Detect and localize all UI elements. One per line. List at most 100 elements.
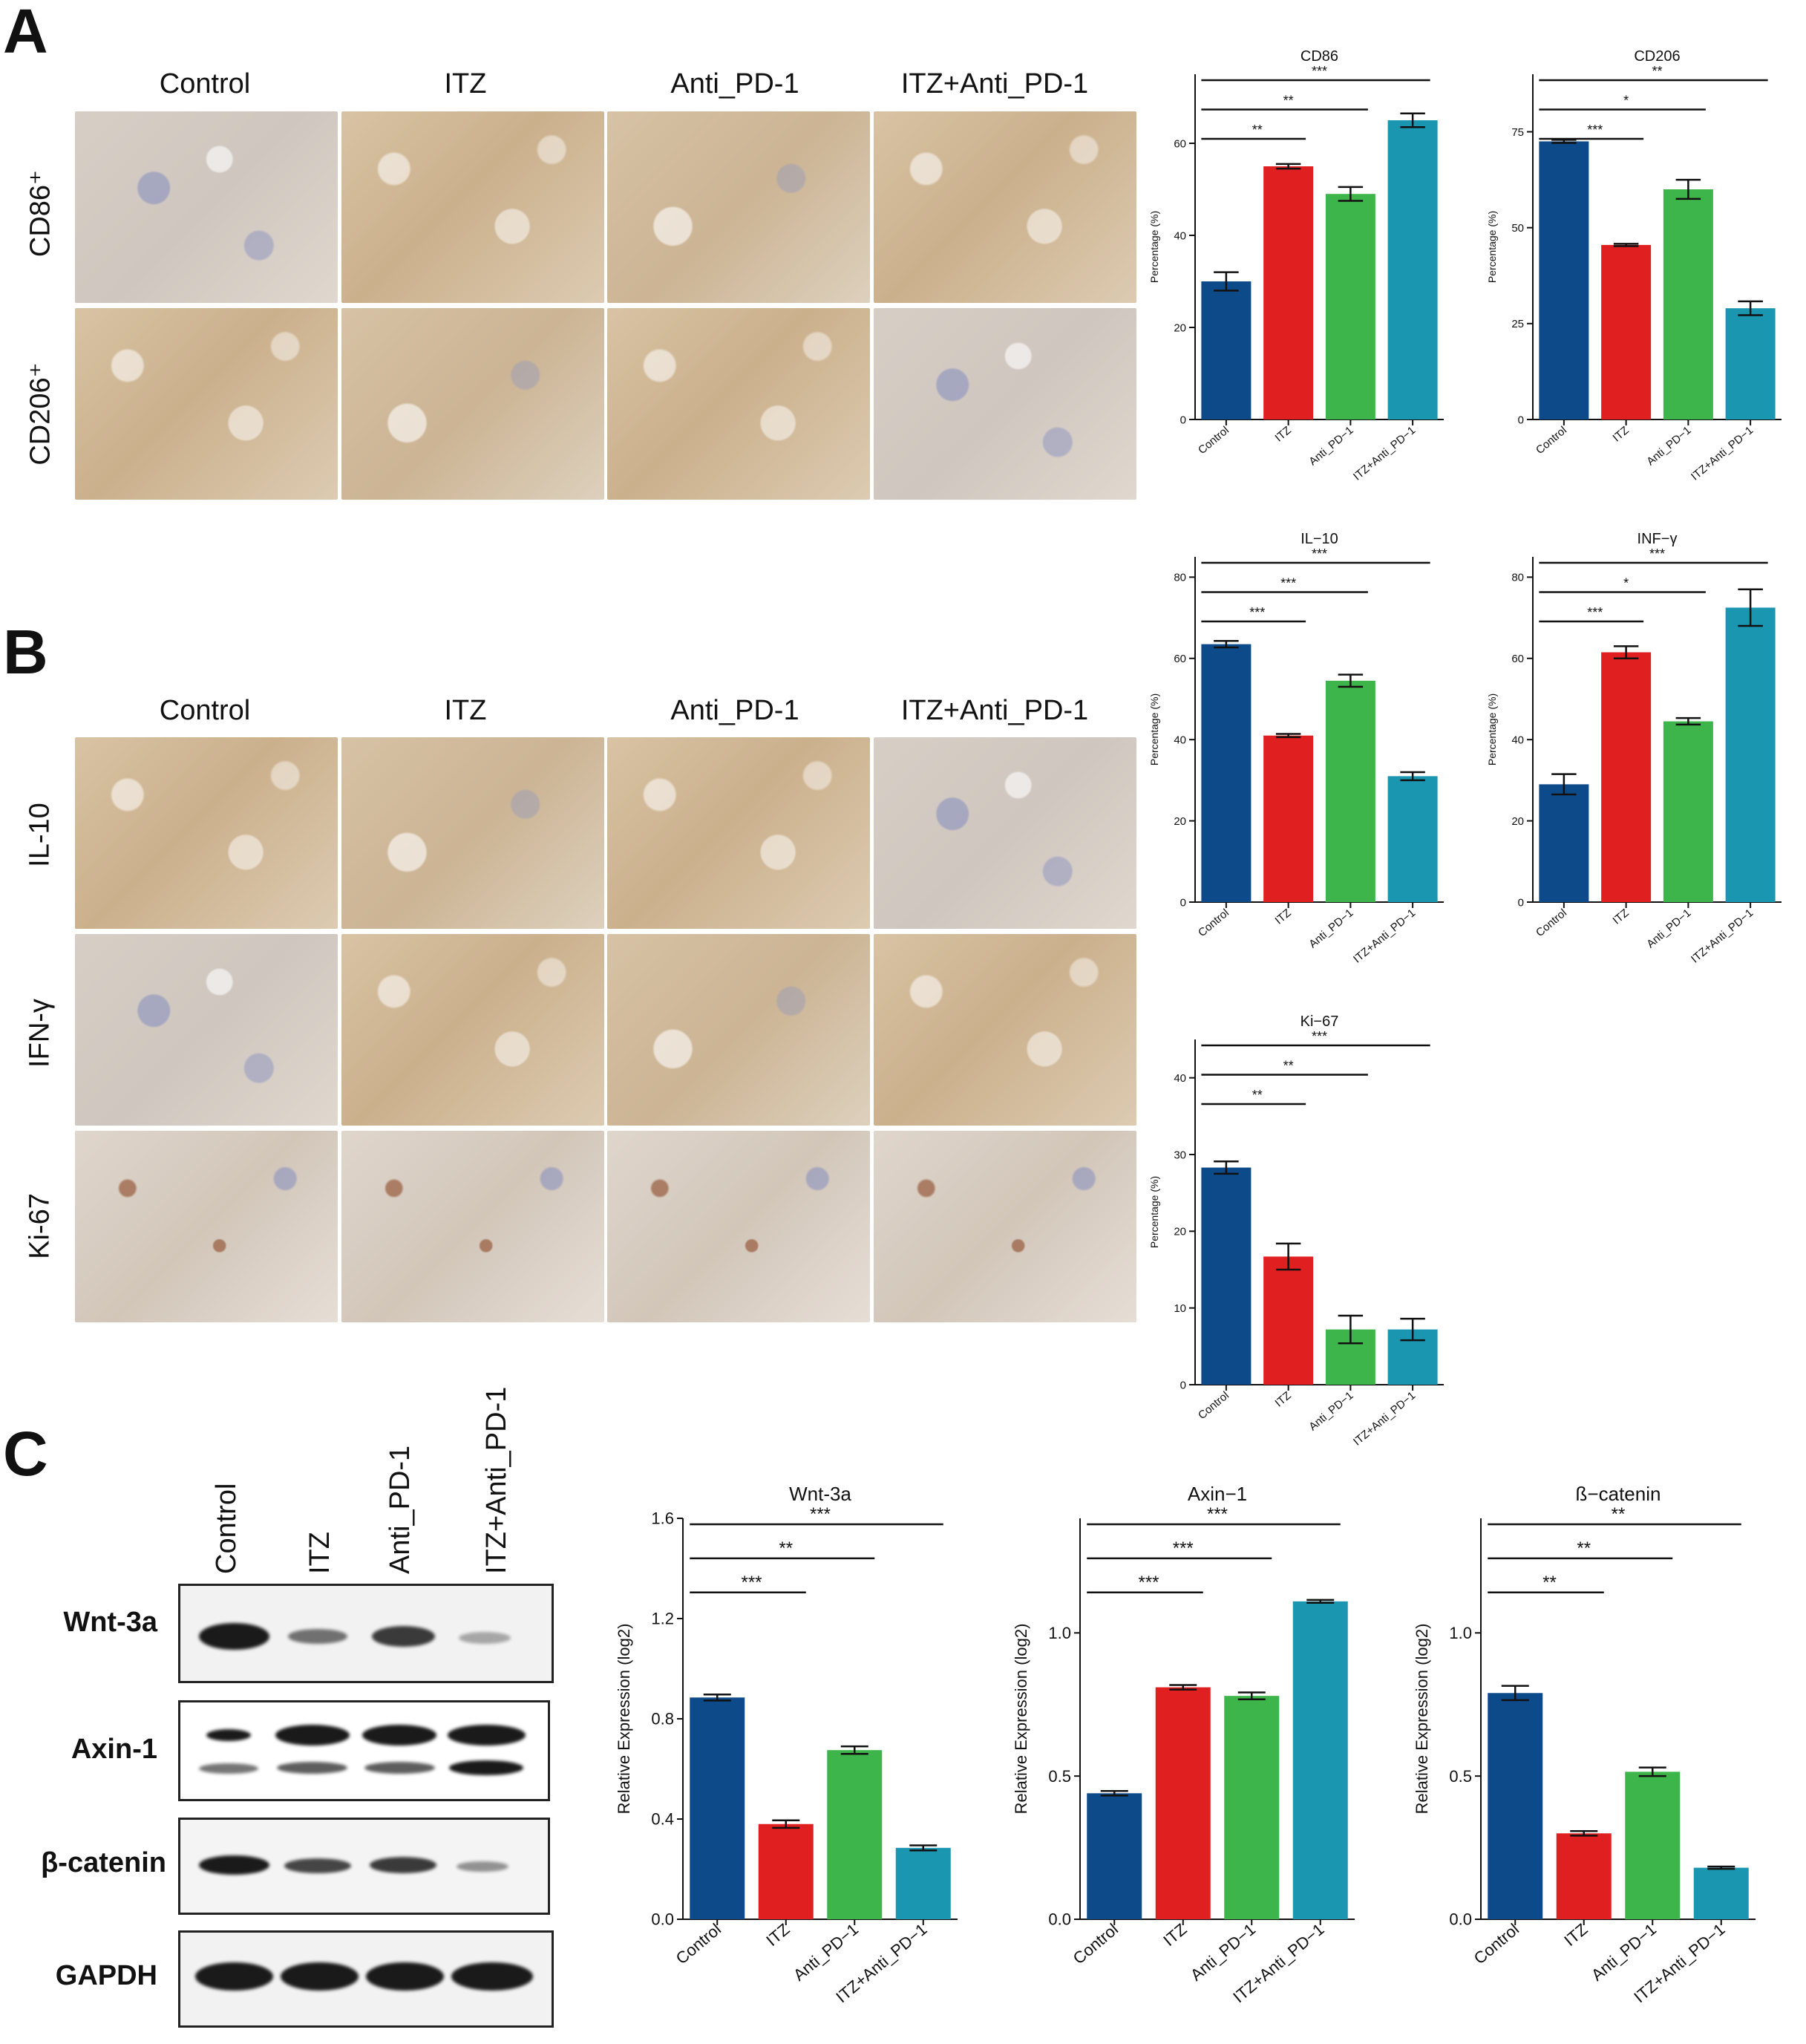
x-tick-label: ITZ — [1273, 424, 1294, 444]
blot-band-axin1-antipd1-lower — [364, 1762, 435, 1774]
panel-a-col-antipd1: Anti_PD-1 — [670, 68, 799, 99]
ihc-image-cd86-antipd1 — [607, 111, 870, 303]
blot-band-bcatenin-antipd1 — [370, 1857, 436, 1873]
x-tick-label: Control — [1196, 1389, 1231, 1422]
x-tick-label: ITZ+Anti_PD−1 — [1351, 424, 1418, 483]
y-tick-label: 0.8 — [651, 1710, 674, 1728]
x-tick-label: ITZ+Anti_PD−1 — [1689, 424, 1756, 483]
chart-title: IL−10 — [1300, 531, 1338, 547]
y-axis-label: Percentage (%) — [1148, 693, 1160, 765]
significance-label: *** — [1312, 546, 1327, 561]
y-tick-label: 20 — [1511, 815, 1524, 828]
ihc-image-il10-combo — [874, 737, 1136, 929]
significance-label: ** — [1612, 1504, 1626, 1524]
bar — [1693, 1867, 1749, 1919]
ihc-image-cd206-control — [75, 308, 338, 500]
panel-letter-b: B — [3, 617, 48, 687]
y-tick-label: 0.0 — [651, 1910, 674, 1929]
significance-label: *** — [1249, 605, 1265, 620]
blot-membrane-wnt3a — [178, 1584, 554, 1683]
bar — [1292, 1601, 1348, 1919]
blot-lane-label-itz: ITZ — [304, 1532, 336, 1574]
x-tick-label: Anti_PD−1 — [1306, 907, 1355, 950]
bar — [1263, 166, 1314, 419]
ihc-image-cd86-itz — [341, 111, 604, 303]
significance-label: *** — [1280, 576, 1296, 591]
significance-label: ** — [1577, 1538, 1591, 1558]
y-tick-label: 20 — [1174, 815, 1186, 828]
panel-b-col-combo: ITZ+Anti_PD-1 — [900, 695, 1089, 726]
y-axis-label: Percentage (%) — [1148, 211, 1160, 283]
y-tick-label: 25 — [1511, 318, 1524, 330]
significance-label: ** — [1283, 1059, 1294, 1074]
y-tick-label: 0 — [1518, 896, 1524, 909]
blot-band-bcatenin-control — [199, 1855, 269, 1875]
x-tick-label: Anti_PD−1 — [1306, 424, 1355, 468]
blot-band-axin1-control-lower — [199, 1763, 258, 1774]
y-axis-label: Relative Expression (log2) — [1413, 1624, 1431, 1815]
ihc-image-cd206-combo — [874, 308, 1136, 500]
y-tick-label: 0.5 — [1048, 1767, 1071, 1786]
y-tick-label: 0.4 — [651, 1810, 674, 1829]
bar — [1663, 189, 1713, 419]
panel-b-col-itz: ITZ — [444, 695, 487, 726]
panel-letter-c: C — [3, 1419, 48, 1489]
chart-title: CD206 — [1634, 48, 1680, 65]
y-tick-label: 1.2 — [651, 1610, 674, 1628]
bar — [1601, 244, 1652, 419]
bar — [1201, 644, 1252, 902]
y-tick-label: 10 — [1174, 1302, 1186, 1315]
y-tick-label: 80 — [1511, 572, 1524, 584]
ihc-image-ki67-combo — [874, 1131, 1136, 1322]
blot-band-wnt3a-combo — [459, 1632, 511, 1644]
bar — [1224, 1696, 1280, 1919]
panel-b-col-control: Control — [159, 695, 251, 726]
x-tick-label: ITZ — [1273, 1389, 1294, 1409]
x-tick-label: ITZ — [1611, 424, 1632, 444]
ihc-image-ki67-antipd1 — [607, 1131, 870, 1322]
x-tick-label: Anti_PD−1 — [1588, 1920, 1660, 1985]
y-tick-label: 40 — [1174, 734, 1186, 746]
ihc-image-cd86-control — [75, 111, 338, 303]
x-tick-label: Control — [1534, 424, 1569, 457]
x-tick-label: Control — [1196, 907, 1231, 939]
bar — [1539, 141, 1589, 419]
y-axis-label: Percentage (%) — [1148, 1176, 1160, 1248]
chart-wnt3a: Wnt-3a Relative Expression (log2) 0.0 0.4 0.… — [615, 1483, 958, 2006]
y-tick-label: 1.0 — [1048, 1624, 1071, 1642]
bar — [1201, 1167, 1252, 1385]
x-tick-label: Control — [1470, 1920, 1522, 1968]
ihc-image-ki67-itz — [341, 1131, 604, 1322]
bar — [895, 1847, 951, 1919]
significance-label: *** — [1173, 1538, 1194, 1558]
y-tick-label: 0.5 — [1449, 1767, 1472, 1786]
blot-membrane-bcatenin — [178, 1818, 550, 1915]
bar — [827, 1750, 883, 1919]
ihc-image-il10-antipd1 — [607, 737, 870, 929]
significance-label: ** — [1542, 1573, 1557, 1593]
y-tick-label: 60 — [1174, 653, 1186, 665]
panel-a-col-itz: ITZ — [444, 68, 487, 99]
y-tick-label: 80 — [1174, 572, 1186, 584]
bar — [1387, 120, 1438, 419]
panel-b-col-antipd1: Anti_PD-1 — [670, 695, 799, 726]
significance-label: *** — [1587, 123, 1603, 137]
significance-label: *** — [741, 1573, 762, 1593]
bar — [1725, 308, 1776, 419]
x-tick-label: ITZ — [1560, 1920, 1591, 1950]
y-tick-label: 75 — [1511, 126, 1524, 139]
panel-b-row-il10: IL-10 — [24, 803, 56, 867]
y-tick-label: 50 — [1511, 222, 1524, 235]
chart-title: Ki−67 — [1300, 1013, 1339, 1030]
significance-label: *** — [1587, 605, 1603, 620]
x-tick-label: Anti_PD−1 — [1187, 1920, 1259, 1985]
blot-band-bcatenin-combo — [457, 1861, 508, 1872]
x-tick-label: ITZ+Anti_PD−1 — [1689, 907, 1756, 965]
blot-band-axin1-itz-lower — [277, 1762, 347, 1774]
y-tick-label: 40 — [1174, 229, 1186, 242]
panel-a-row-cd206: CD206⁺ — [24, 362, 56, 466]
blot-band-gapdh-control — [195, 1962, 273, 1991]
y-tick-label: 1.0 — [1449, 1624, 1472, 1642]
x-tick-label: ITZ — [1611, 907, 1632, 927]
bar — [1325, 194, 1375, 419]
